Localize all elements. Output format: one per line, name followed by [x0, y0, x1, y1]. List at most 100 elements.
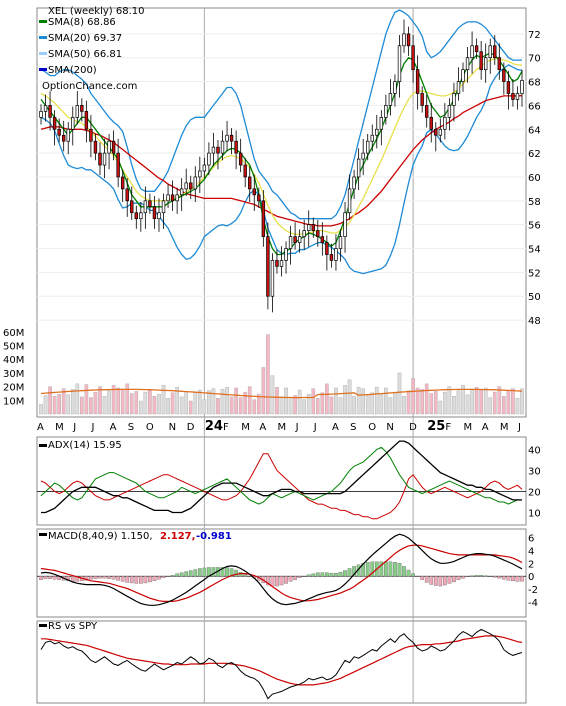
- volume-bar: [39, 404, 43, 415]
- volume-bar: [179, 396, 184, 415]
- macd-histogram-bar: [202, 567, 207, 577]
- candle-body: [356, 158, 361, 178]
- volume-bar: [57, 393, 61, 415]
- volume-bar: [311, 388, 316, 415]
- adx-minus-di: [40, 453, 523, 520]
- price-tick-label: 50: [528, 292, 541, 303]
- volume-bar: [520, 388, 524, 415]
- candle-body: [120, 176, 125, 190]
- macd-histogram-bar: [302, 576, 307, 577]
- candle-body: [393, 81, 397, 94]
- candle-body: [284, 248, 288, 261]
- candle-body: [93, 140, 98, 154]
- month-label: D: [187, 422, 195, 433]
- volume-tick-label: 30M: [3, 369, 24, 380]
- candle-body: [493, 45, 497, 59]
- macd-histogram-bar: [483, 575, 488, 577]
- legend-swatch-sma20: [39, 36, 47, 39]
- month-label: O: [146, 422, 154, 433]
- candle-body: [352, 176, 356, 190]
- volume-bar: [502, 396, 506, 415]
- candle-body: [370, 134, 374, 142]
- macd-swatch: [39, 533, 47, 536]
- candle-body: [52, 116, 57, 130]
- macd-histogram-bar: [157, 576, 161, 580]
- macd-histogram-bar: [306, 574, 311, 577]
- volume-bar: [379, 393, 384, 415]
- volume-bar: [347, 379, 352, 415]
- volume-bar: [66, 394, 71, 415]
- volume-bar: [297, 389, 302, 415]
- volume-bar: [424, 383, 429, 415]
- macd-histogram-bar: [293, 576, 297, 580]
- volume-bar: [234, 387, 238, 415]
- volume-bar: [43, 395, 48, 415]
- macd-histogram-bar: [143, 576, 148, 584]
- volume-bar: [61, 388, 66, 415]
- volume-bar: [207, 390, 211, 415]
- candle-body: [71, 116, 75, 130]
- candle-body: [80, 105, 84, 112]
- month-label: M: [278, 422, 287, 433]
- volume-bar: [252, 399, 257, 415]
- volume-bar: [266, 334, 270, 415]
- candle-body: [402, 33, 406, 47]
- candle-body: [125, 188, 129, 202]
- macd-histogram-bar: [225, 567, 229, 577]
- macd-histogram-bar: [397, 563, 402, 577]
- candle-body: [143, 200, 148, 214]
- candle-body: [366, 140, 370, 154]
- macd-histogram-bar: [193, 569, 198, 577]
- candle-body: [443, 116, 447, 130]
- candle-body: [379, 116, 384, 130]
- macd-histogram-bar: [111, 576, 116, 580]
- volume-bar: [338, 397, 343, 415]
- candle-body: [211, 146, 216, 154]
- volume-bar: [129, 393, 134, 415]
- adx-label: ADX(14) 15.95: [48, 440, 122, 451]
- volume-bar: [107, 390, 111, 415]
- candle-body: [511, 93, 515, 100]
- candle-body: [257, 194, 261, 202]
- volume-bar: [456, 390, 461, 415]
- macd-tick-label: 2: [528, 559, 534, 570]
- macd-histogram-bar: [270, 576, 275, 587]
- candle-body: [157, 212, 161, 220]
- candle-body: [84, 111, 89, 130]
- candle-body: [311, 224, 315, 231]
- volume-bar: [515, 398, 520, 415]
- macd-histogram-bar: [443, 576, 447, 586]
- volume-bar: [220, 389, 225, 415]
- month-label: J: [72, 422, 76, 433]
- volume-bar: [415, 387, 420, 415]
- candle-body: [438, 128, 443, 136]
- volume-bar: [275, 387, 279, 415]
- macd-tick-label: -4: [528, 598, 538, 609]
- volume-bar: [243, 391, 248, 415]
- volume-bar: [80, 396, 84, 415]
- volume-bar: [397, 372, 402, 415]
- volume-bar: [361, 388, 365, 415]
- rs-swatch: [39, 624, 47, 627]
- month-label: A: [37, 422, 44, 433]
- macd-signal-line: [40, 544, 523, 602]
- volume-bar: [202, 399, 207, 415]
- month-label: F: [223, 422, 229, 433]
- macd-histogram-bar: [129, 576, 134, 584]
- adx-panel: [36, 436, 527, 526]
- volume-bar: [352, 396, 356, 415]
- candle-body: [302, 230, 306, 237]
- macd-histogram-bar: [184, 571, 189, 577]
- macd-histogram-bar: [120, 576, 125, 582]
- macd-hist-value: -0.981: [196, 531, 232, 542]
- rs-panel: [36, 620, 527, 704]
- price-panel: [36, 7, 527, 418]
- volume-bar: [157, 393, 161, 415]
- volume-tick-label: 20M: [3, 383, 24, 394]
- macd-histogram-bar: [84, 576, 89, 581]
- candle-body: [170, 194, 175, 202]
- volume-bar: [134, 391, 139, 415]
- macd-histogram-bar: [488, 576, 493, 577]
- candle-body: [456, 81, 461, 94]
- month-label: J: [313, 422, 317, 433]
